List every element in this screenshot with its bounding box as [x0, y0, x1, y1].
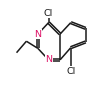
Text: N: N	[34, 30, 41, 39]
Text: Cl: Cl	[44, 9, 53, 18]
Text: N: N	[45, 55, 52, 64]
Text: Cl: Cl	[66, 67, 75, 76]
